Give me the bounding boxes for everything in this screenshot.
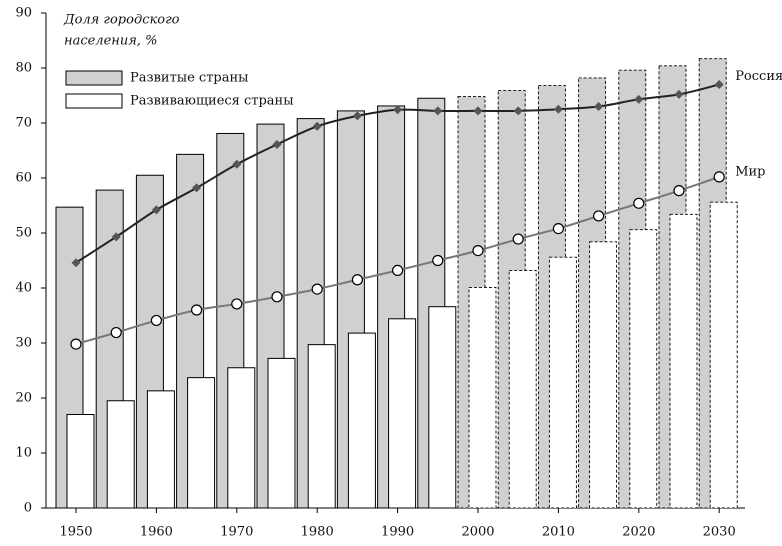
marker [191, 304, 203, 316]
y-tick-label: 50 [15, 226, 32, 241]
bar [388, 318, 417, 509]
marker [231, 298, 243, 310]
marker [110, 326, 122, 339]
marker [150, 314, 162, 327]
x-tick-label: 1950 [59, 525, 92, 540]
legend-swatch [65, 70, 123, 86]
marker [674, 89, 684, 99]
legend-label: Развитые страны [130, 71, 249, 86]
marker [352, 111, 362, 121]
marker [393, 105, 403, 115]
y-axis-label: населения, % [64, 34, 157, 49]
x-tick-label: 1980 [301, 525, 334, 540]
marker [513, 106, 523, 116]
y-tick-label: 80 [15, 61, 32, 76]
y-tick-label: 40 [15, 281, 32, 296]
bar [106, 400, 135, 509]
marker [714, 80, 724, 89]
x-tick-label: 2010 [542, 525, 575, 540]
marker [311, 283, 323, 295]
bar [468, 287, 497, 509]
bar [307, 344, 336, 509]
marker [713, 171, 725, 183]
bar [669, 213, 698, 509]
y-axis-label: Доля городского [63, 13, 180, 28]
marker [512, 233, 524, 245]
y-tick-label: 90 [15, 6, 32, 21]
x-tick-label: 2000 [461, 525, 494, 540]
legend-label: Развивающиеся страны [130, 94, 294, 109]
marker [232, 159, 242, 169]
bar [66, 414, 95, 509]
x-tick-label: 2030 [703, 525, 736, 540]
marker [432, 254, 444, 267]
marker [272, 139, 282, 149]
marker [71, 258, 81, 268]
marker [192, 183, 202, 193]
marker [553, 104, 563, 114]
legend-swatch [65, 93, 123, 109]
series-label: Мир [735, 164, 765, 179]
marker [633, 197, 645, 209]
marker [271, 291, 283, 303]
bar [548, 256, 577, 509]
marker [433, 106, 443, 116]
y-tick-label: 20 [15, 391, 32, 406]
marker [111, 232, 121, 242]
marker [473, 106, 483, 116]
y-tick-label: 60 [15, 171, 32, 186]
x-tick-label: 2020 [622, 525, 655, 540]
marker [70, 338, 82, 350]
bar [347, 332, 376, 509]
x-tick-label: 1970 [220, 525, 253, 540]
marker [392, 264, 404, 276]
marker [634, 94, 644, 104]
bar [227, 367, 256, 509]
marker [472, 245, 484, 257]
y-tick-label: 70 [15, 116, 32, 131]
bar [508, 269, 537, 509]
marker [673, 185, 685, 197]
bar [267, 357, 296, 509]
y-tick-label: 0 [24, 501, 32, 516]
marker [552, 223, 565, 235]
marker [594, 102, 604, 111]
bar [589, 241, 618, 509]
bar [187, 377, 216, 509]
bar [709, 201, 738, 509]
bar [146, 390, 175, 509]
y-tick-label: 30 [15, 336, 32, 351]
marker [592, 210, 605, 222]
bar [629, 229, 658, 509]
marker [351, 274, 363, 286]
bar [428, 306, 457, 509]
series-label: Россия [735, 69, 782, 84]
marker [312, 121, 322, 131]
marker [151, 205, 161, 215]
x-tick-label: 1990 [381, 525, 414, 540]
x-tick-label: 1960 [140, 525, 173, 540]
y-tick-label: 10 [15, 446, 32, 461]
